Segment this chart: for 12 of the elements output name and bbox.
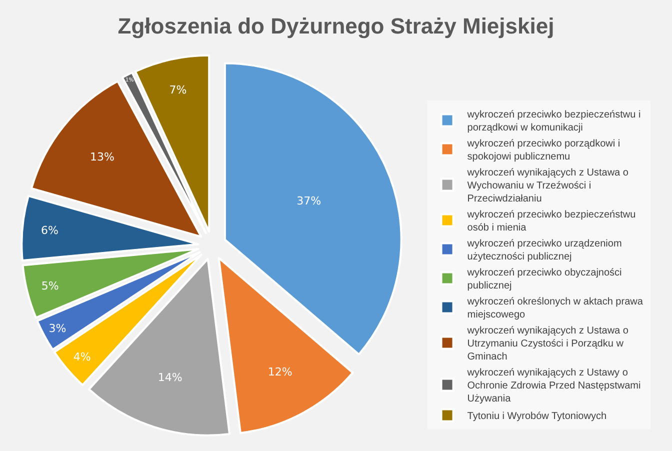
data-label: 13% [90, 150, 114, 164]
data-label: 3% [48, 322, 66, 336]
data-label: 6% [40, 224, 58, 237]
data-label: 14% [158, 370, 182, 384]
chart-title: Zgłoszenia do Dyżurnego Straży Miejskiej [118, 13, 554, 38]
data-label: 37% [296, 194, 322, 208]
legend-label: wykroczeń wynikających z Ustawy o Ochronie Zdrowia Przed Następstwami Używania [466, 368, 641, 405]
legend-label: Tytoniu i Wyrobów Tytoniowych [467, 411, 607, 422]
data-label: 5% [41, 280, 59, 293]
data-label: 4% [73, 350, 91, 364]
data-label: 12% [268, 366, 292, 379]
data-label: 7% [169, 83, 187, 96]
